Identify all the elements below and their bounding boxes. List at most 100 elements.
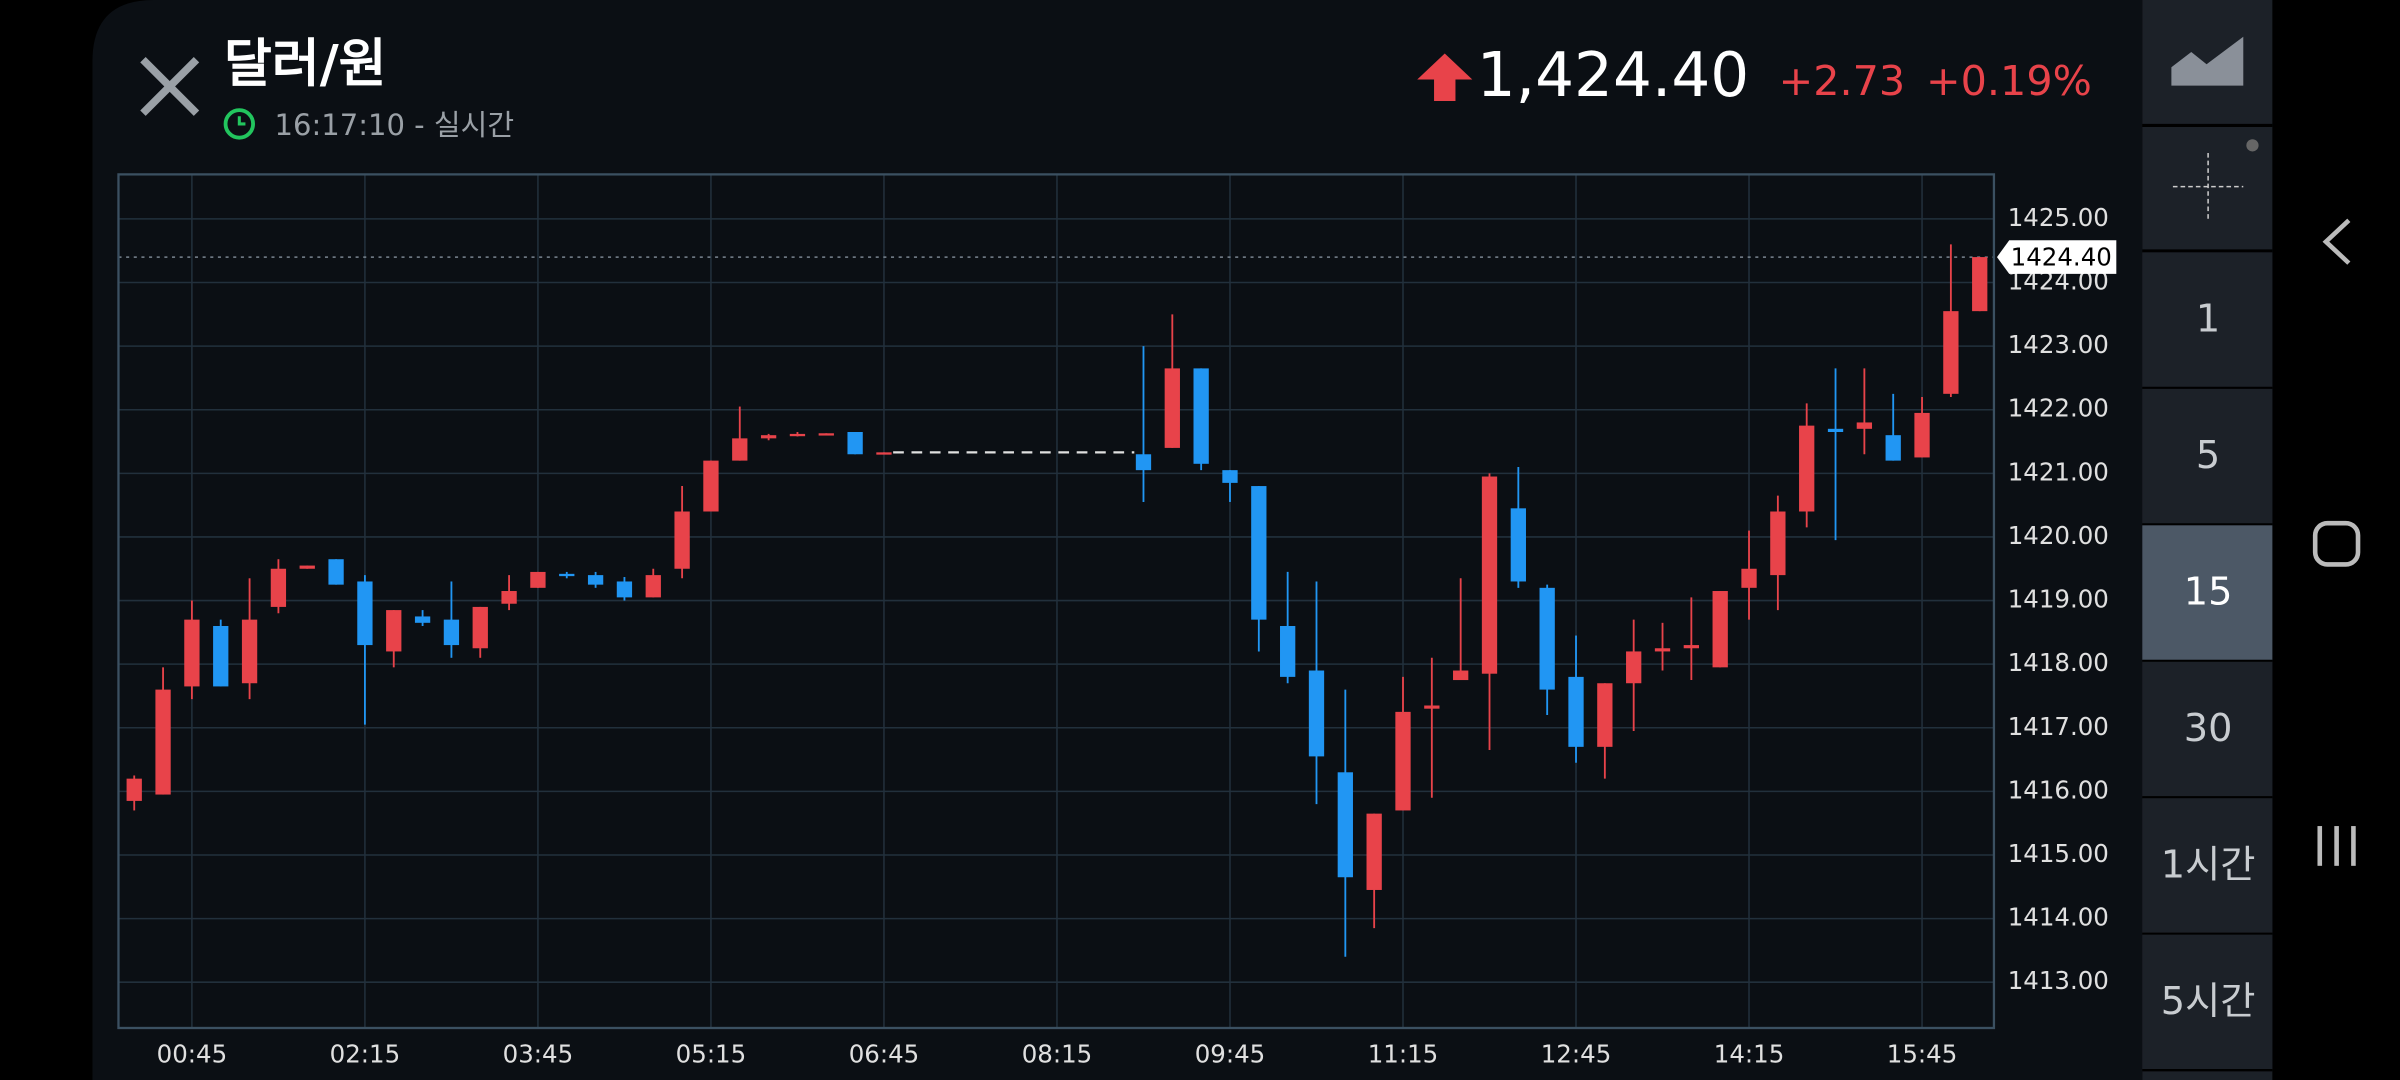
candle-body xyxy=(1222,470,1238,483)
chart-panel xyxy=(92,0,2143,1080)
candle-body xyxy=(1280,625,1296,677)
change-percent: +0.19% xyxy=(1926,57,2092,105)
candle-body xyxy=(1395,711,1411,811)
candle-body xyxy=(1453,670,1469,681)
candle-body xyxy=(1568,676,1584,747)
x-tick-label: 02:15 xyxy=(330,1040,401,1069)
candle-body xyxy=(501,591,517,604)
indicator-dot xyxy=(2246,139,2259,152)
x-tick-label: 09:45 xyxy=(1195,1040,1266,1069)
candle-body xyxy=(1510,508,1526,582)
candle-body xyxy=(414,616,431,623)
update-time: 16:17:10 - 실시간 xyxy=(275,108,515,142)
chart-type-button[interactable] xyxy=(2171,36,2244,86)
plot-border xyxy=(117,173,1996,1030)
interval-label: 15 xyxy=(2184,571,2233,615)
candle-body xyxy=(1424,705,1440,709)
interval-button[interactable]: 5 xyxy=(2142,388,2273,524)
candle-body xyxy=(1135,454,1152,471)
interval-bg xyxy=(2142,661,2273,797)
interval-label: 1 xyxy=(2196,298,2220,342)
y-tick-label: 1416.00 xyxy=(2008,775,2109,804)
close-icon xyxy=(140,56,200,116)
title: 달러/원 xyxy=(224,34,387,94)
candle-body xyxy=(126,778,142,801)
plot: 1413.00 1414.00 1415.00 1416.00 1417.00 1418.… xyxy=(118,174,2117,1069)
candle-body xyxy=(1626,651,1642,684)
recents-nav[interactable] xyxy=(2317,826,2356,866)
candle-body xyxy=(732,438,748,461)
interval-button[interactable]: 15 xyxy=(2142,525,2273,660)
candle-body xyxy=(1164,368,1180,448)
home-nav[interactable] xyxy=(2312,520,2361,567)
candle-body xyxy=(1337,772,1353,878)
clock-icon xyxy=(223,108,255,140)
candle-body xyxy=(1972,257,1988,312)
candle-body xyxy=(299,565,315,569)
interval-bg xyxy=(2142,525,2273,660)
x-tick-label: 03:45 xyxy=(503,1040,574,1069)
x-tick-label: 14:15 xyxy=(1714,1040,1785,1069)
candle-body xyxy=(760,435,777,439)
y-tick-label: 1420.00 xyxy=(2008,521,2109,550)
back-nav[interactable] xyxy=(2322,218,2351,265)
y-tick-label: 1419.00 xyxy=(2008,585,2109,614)
candle-body xyxy=(184,619,200,687)
interval-label: 5 xyxy=(2196,434,2220,478)
crosshair-button[interactable] xyxy=(2172,139,2259,222)
candle-body xyxy=(1885,435,1901,461)
candle-body xyxy=(1308,670,1325,757)
interval-label: 1시간 xyxy=(2161,844,2256,888)
interval-label: 30 xyxy=(2184,707,2233,751)
x-tick-label: 11:15 xyxy=(1368,1040,1439,1069)
candle-body xyxy=(645,575,661,598)
last-price-tag xyxy=(1996,240,2117,274)
candle-body xyxy=(1193,368,1209,464)
interval-button[interactable]: 1 xyxy=(2142,252,2273,388)
up-arrow xyxy=(1417,53,1473,101)
candle-body xyxy=(587,575,604,585)
candle-body xyxy=(1539,587,1555,690)
candle-body xyxy=(876,452,892,455)
candle-body xyxy=(559,573,575,577)
candle-body xyxy=(357,581,373,646)
candle-body xyxy=(1799,425,1815,512)
y-tick-label: 1425.00 xyxy=(2008,203,2109,232)
candle-body xyxy=(1481,476,1498,674)
candle-body xyxy=(443,619,460,646)
x-tick-label: 05:15 xyxy=(676,1040,747,1069)
candle-body xyxy=(1654,648,1671,652)
interval-button[interactable]: 1시간 xyxy=(2142,798,2273,933)
candle-body xyxy=(241,619,258,684)
candle-body xyxy=(270,568,287,607)
candle-body xyxy=(1856,422,1873,429)
candle-body xyxy=(1943,311,1959,394)
interval-bg xyxy=(2142,388,2273,524)
candle-body xyxy=(1597,683,1613,747)
interval-button[interactable]: 30 xyxy=(2142,661,2273,797)
candle-body xyxy=(530,571,546,588)
y-tick-label: 1414.00 xyxy=(2008,903,2109,932)
interval-bg xyxy=(2142,934,2273,1070)
change: +2.73 xyxy=(1779,57,1906,105)
candle-body xyxy=(386,610,402,652)
y-tick-label: 1417.00 xyxy=(2008,712,2109,741)
x-tick-label: 08:15 xyxy=(1022,1040,1093,1069)
candle-body xyxy=(213,625,229,687)
area-chart-icon xyxy=(2171,36,2244,86)
candle-body xyxy=(1914,412,1930,458)
y-tick-label: 1421.00 xyxy=(2008,457,2109,486)
x-tick-label: 06:45 xyxy=(849,1040,920,1069)
last-price-label: 1424.40 xyxy=(2011,243,2112,272)
candle-body xyxy=(472,606,488,649)
close-button[interactable] xyxy=(140,56,200,116)
candle-body xyxy=(1251,486,1267,620)
interval-bg xyxy=(2142,252,2273,388)
candle-body xyxy=(789,433,806,437)
interval-button[interactable]: 5시간 xyxy=(2142,934,2273,1070)
y-tick-label: 1422.00 xyxy=(2008,394,2109,423)
candle-body xyxy=(1827,428,1844,432)
